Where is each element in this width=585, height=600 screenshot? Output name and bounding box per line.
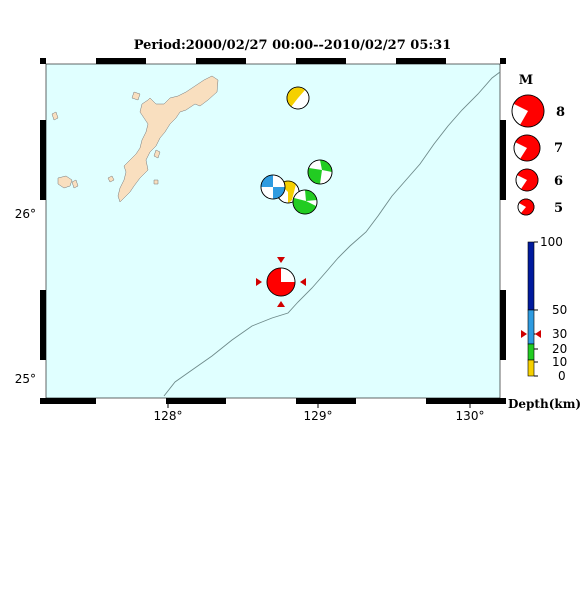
event-yellow-north [286, 86, 310, 110]
magnitude-legend-7 [513, 134, 541, 162]
magnitude-legend-5 [517, 198, 535, 216]
lat-label-25: 25° [15, 372, 36, 386]
depth-tick-100: 100 [540, 235, 563, 249]
magnitude-label-8: 8 [556, 105, 565, 120]
magnitude-legend-6 [515, 168, 539, 192]
depth-colorbar [521, 241, 541, 377]
event-green-east [307, 159, 333, 185]
depth-tick-30: 30 [552, 327, 567, 341]
map-title: Period:2000/02/27 00:00--2010/02/27 05:3… [133, 38, 452, 53]
okinawa-landmass [51, 75, 219, 203]
depth-tick-50: 50 [552, 303, 567, 317]
lon-label-130: 130° [456, 409, 485, 423]
lon-label-128: 128° [154, 409, 183, 423]
map-frame [40, 58, 506, 404]
trench-line [163, 71, 501, 397]
lat-label-26: 26° [15, 207, 36, 221]
magnitude-legend-8 [511, 94, 545, 128]
magnitude-label-6: 6 [554, 174, 563, 189]
lon-ticks [167, 404, 471, 408]
lon-label-129: 129° [304, 409, 333, 423]
event-blue [260, 174, 286, 200]
depth-tick-20: 20 [552, 342, 567, 356]
depth-tick-10: 10 [552, 355, 567, 369]
magnitude-label-5: 5 [554, 201, 563, 216]
depth-tick-0: 0 [558, 369, 566, 383]
magnitude-legend-header: M [519, 73, 533, 88]
magnitude-label-7: 7 [554, 141, 563, 156]
event-green-south [292, 189, 318, 215]
event-red-target [256, 257, 306, 307]
depth-legend-title: Depth(km) [508, 397, 581, 411]
